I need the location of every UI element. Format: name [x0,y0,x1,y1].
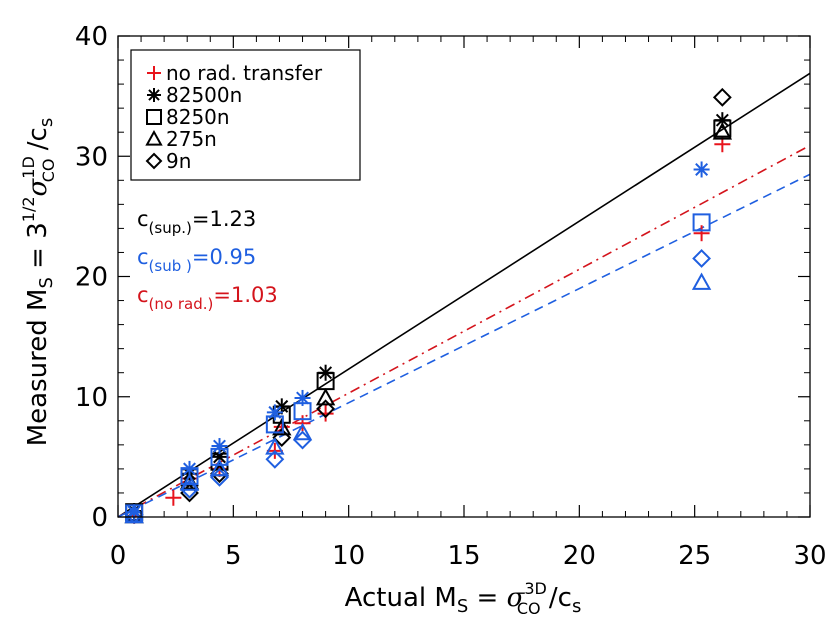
point-asterisk-blue [211,438,228,455]
point-asterisk-blue [693,161,710,178]
x-tick-label: 5 [225,541,242,571]
point-plus-red [165,489,182,506]
point-square-blue [293,402,312,421]
point-diamond-blue [124,505,144,525]
point-triangle-black [712,122,733,140]
legend-label: 82500n [166,83,242,107]
legend-label: no rad. transfer [166,61,323,85]
x-tick-label: 20 [563,541,596,571]
point-triangle-black [315,387,336,406]
y-tick-label: 0 [91,503,108,533]
point-square-blue [265,415,284,434]
x-tick-label: 15 [447,541,480,571]
x-tick-label: 0 [110,541,127,571]
c-norad-annotation: c(no rad.)=1.03 [137,283,278,313]
y-tick-label: 20 [75,263,108,293]
point-diamond-blue [265,449,285,469]
fit-line-solid [117,72,811,518]
legend-label: 275n [166,127,217,151]
point-plus-red [693,225,710,242]
x-tick-label: 25 [678,541,711,571]
fit-lines [117,72,811,518]
point-square-blue [210,447,229,466]
point-diamond-blue [293,430,312,450]
point-triangle-black [272,417,292,436]
point-diamond-black [712,87,732,107]
legend-label: 8250n [166,105,230,129]
y-axis-label: Measured MS = 31/2σ1DCO /cs [19,118,58,447]
axis-ticks: 0 5 10 15 20 25 30 0 10 20 30 40 [75,22,827,571]
c-sub-annotation: c(sub )=0.95 [137,245,256,275]
legend-marker-asterisk [147,88,161,102]
point-square-blue [692,213,711,232]
fit-line-dashed [117,173,811,518]
point-triangle-blue [292,422,313,441]
c-sup-annotation: c(sup.)=1.23 [137,207,256,237]
point-square-blue [180,467,199,486]
y-tick-label: 40 [75,22,108,52]
legend-label: 9n [166,149,191,173]
legend-box [130,49,361,181]
legend-marker-plus [147,66,161,80]
point-triangle-blue [265,437,285,455]
legend-marker-square [146,109,162,125]
point-asterisk-blue [266,404,283,421]
data-points [124,87,733,525]
point-diamond-blue [180,479,199,499]
y-tick-label: 10 [75,383,108,413]
x-tick-label: 10 [332,541,365,571]
point-triangle-blue [179,473,200,491]
point-square-black [713,119,732,138]
x-tick-label: 30 [793,541,826,571]
fit-line-dashdot [117,144,811,518]
legend-marker-diamond [145,152,163,170]
point-diamond-black [316,399,336,419]
point-plus-red [317,405,334,422]
legend-marker-triangle [145,129,163,146]
point-diamond-black [272,428,292,448]
point-diamond-blue [692,249,712,268]
point-diamond-blue [210,467,229,487]
x-axis-label: Actual MS = σ3D CO /cs [345,579,582,618]
y-tick-label: 30 [75,142,108,172]
point-triangle-blue [209,458,230,477]
point-triangle-blue [691,272,712,290]
